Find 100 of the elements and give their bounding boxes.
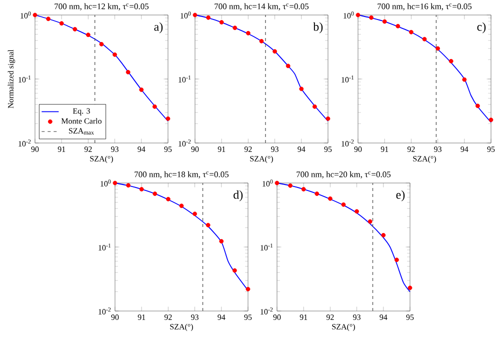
point	[369, 15, 374, 20]
x-tick-label: 95	[244, 314, 252, 320]
point	[448, 58, 454, 64]
point	[396, 24, 400, 28]
point	[206, 222, 210, 228]
x-tick-label: 91	[218, 146, 226, 152]
y-tick-label: 10$^{-1}$	[178, 76, 191, 82]
y-tick-label: 10$^{0}$	[20, 12, 31, 18]
x-axis-title: SZA(°)	[332, 324, 355, 332]
chart-title: 700 nm, hc=16 km, τ$^{c}$=0.05	[378, 3, 472, 10]
y-tick-label: 10$^{-1}$	[260, 244, 273, 250]
point	[462, 77, 467, 82]
point	[408, 286, 412, 290]
x-axis-title: SZA(°)	[170, 324, 193, 332]
x-tick-label: 92	[84, 146, 92, 152]
point	[382, 19, 387, 24]
x-tick-label: 91	[300, 314, 308, 320]
y-tick-label: 10$^{-2}$	[98, 308, 111, 314]
x-tick-label: 93	[191, 314, 198, 320]
x-tick-label: 93	[434, 146, 442, 152]
x-tick-label: 91	[58, 146, 66, 152]
x-tick-label: 95	[406, 314, 414, 320]
point	[152, 192, 158, 196]
point	[126, 70, 130, 74]
point	[166, 196, 170, 202]
x-tick-label: 90	[191, 146, 199, 152]
y-tick-label: 10$^{-2}$	[18, 140, 31, 146]
y-tick-label: 10$^{-2}$	[260, 308, 273, 314]
legend-label: Monte Carlo	[61, 118, 102, 124]
x-tick-label: 95	[164, 146, 172, 152]
y-tick-label: 10$^{0}$	[344, 12, 354, 18]
chart-title: 700 nm, hc=14 km, τ$^{c}$=0.05	[214, 3, 309, 10]
y-tick-label: 10$^{-2}$	[178, 140, 191, 146]
point	[179, 204, 184, 208]
point	[166, 116, 170, 121]
point	[368, 219, 372, 224]
point	[476, 104, 480, 108]
point	[286, 64, 290, 68]
x-tick-label: 90	[31, 146, 39, 152]
point	[314, 192, 320, 196]
x-tick-label: 93	[271, 146, 278, 152]
point	[232, 26, 238, 30]
x-axis-title: SZA(°)	[413, 156, 436, 164]
x-tick-label: 92	[407, 146, 415, 152]
point	[409, 30, 414, 34]
point	[219, 20, 224, 24]
annotation: a)	[154, 22, 163, 34]
point	[436, 46, 440, 51]
y-tick-label: 10$^{0}$	[262, 180, 273, 186]
point	[86, 32, 90, 38]
point	[488, 118, 494, 122]
x-tick-label: 90	[111, 314, 119, 320]
x-tick-label: 93	[111, 146, 118, 152]
annotation: d)	[234, 190, 243, 202]
point	[312, 104, 317, 109]
x-tick-label: 92	[326, 314, 334, 320]
x-tick-label: 94	[218, 314, 226, 320]
y-tick-label: 10$^{0}$	[100, 180, 111, 186]
point	[246, 286, 250, 292]
point	[356, 12, 360, 18]
x-tick-label: 91	[380, 146, 388, 152]
x-tick-label: 90	[354, 146, 362, 152]
point	[32, 12, 38, 18]
annotation: c)	[477, 22, 486, 34]
x-tick-label: 94	[380, 314, 388, 320]
y-tick-label: 10$^{-1}$	[18, 76, 31, 82]
point	[232, 268, 237, 273]
point	[274, 180, 280, 186]
x-tick-label: 90	[273, 314, 281, 320]
point	[112, 52, 117, 57]
point	[288, 183, 293, 188]
x-tick-label: 95	[487, 146, 495, 152]
x-tick-label: 94	[138, 146, 146, 152]
point	[99, 42, 104, 46]
x-tick-label: 94	[460, 146, 468, 152]
point	[259, 38, 264, 44]
x-tick-label: 95	[324, 146, 332, 152]
point	[112, 180, 118, 186]
x-tick-label: 93	[353, 314, 360, 320]
point	[59, 21, 64, 26]
point	[272, 49, 277, 54]
point	[206, 15, 210, 20]
point	[72, 26, 78, 32]
annotation: b)	[313, 22, 323, 34]
chart-title: 700 nm, hc=12 km, τ$^{c}$=0.05	[54, 3, 149, 10]
point	[394, 258, 399, 262]
y-tick-label: 10$^{-1}$	[342, 76, 354, 82]
ref-line-label: SZA$_{max}$	[69, 128, 94, 135]
y-tick-label: 10$^{0}$	[180, 12, 191, 18]
point	[139, 187, 144, 192]
point	[152, 104, 157, 109]
chart-title: 700 nm, hc=20 km, τ$^{c}$=0.05	[296, 171, 391, 178]
point	[219, 239, 224, 244]
y-tick-label: 10$^{-2}$	[342, 140, 354, 146]
x-axis-title: SZA(°)	[250, 156, 273, 164]
point	[381, 232, 386, 238]
x-tick-label: 91	[138, 314, 146, 320]
point	[139, 88, 144, 92]
x-tick-label: 94	[298, 146, 306, 152]
point	[422, 36, 427, 42]
